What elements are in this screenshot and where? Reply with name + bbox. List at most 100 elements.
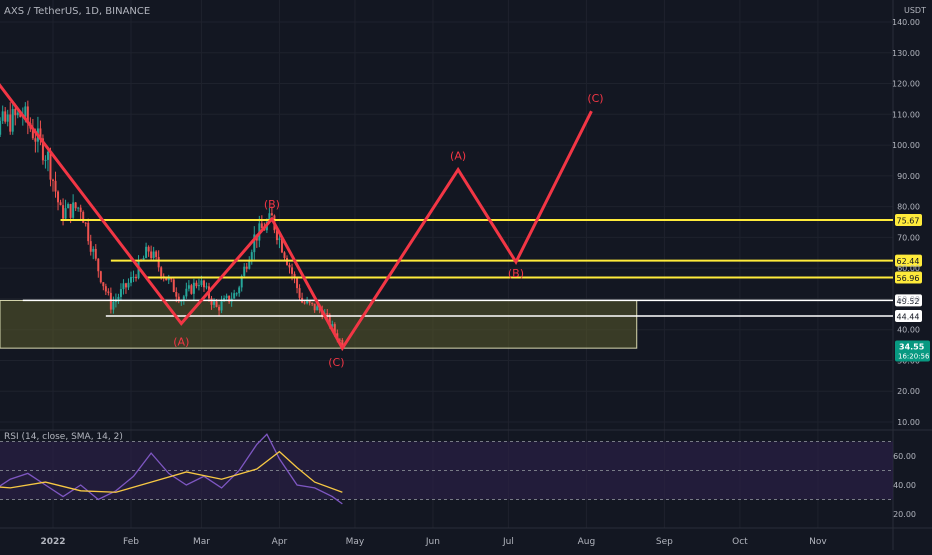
level-tag-75.67 [895, 213, 922, 226]
wave-label: (B) [264, 198, 280, 211]
candle-body [16, 112, 19, 116]
rsi-line [0, 433, 343, 505]
price-tick-label: 120.00 [892, 80, 920, 89]
candle-body [291, 267, 294, 274]
candle-body [49, 151, 52, 180]
candle-body [6, 114, 9, 122]
candle-body [280, 238, 283, 253]
candle-body [52, 179, 54, 181]
candle-body [124, 283, 127, 288]
bar-countdown: 16:20:56 [898, 352, 930, 360]
time-tick-label: Mar [193, 537, 210, 547]
candle-body [97, 258, 100, 272]
wave-projection-line [0, 83, 593, 352]
candle-body [278, 238, 281, 241]
level-tag-49.52 [895, 294, 922, 307]
candle-body [296, 278, 299, 289]
candle-body [228, 295, 231, 302]
time-tick-label: Apr [272, 537, 288, 547]
candle-body [250, 252, 253, 262]
time-tick-label: Jun [425, 537, 440, 547]
candle-body [275, 230, 278, 241]
time-tick-label: Feb [123, 537, 139, 547]
candle-body [39, 128, 42, 139]
candle-body [316, 306, 319, 311]
candle-body [326, 313, 329, 315]
candle-body [172, 279, 175, 293]
candle-body [92, 248, 95, 252]
candle-body [142, 258, 145, 261]
candle-body [260, 223, 263, 229]
candle-body [64, 208, 67, 219]
candle-body [306, 300, 309, 304]
rsi-tick-label: 40.00 [893, 481, 916, 490]
candle-body [225, 295, 228, 299]
candle-body [26, 106, 29, 124]
candle-body [1, 111, 4, 121]
support-zone [0, 299, 638, 349]
wave-label: (C) [587, 92, 603, 105]
price-tick-label: 90.00 [897, 172, 920, 181]
candle-body [223, 298, 226, 302]
rsi-title: RSI (14, close, SMA, 14, 2) [4, 432, 123, 442]
candle-body [313, 303, 316, 311]
wave-layer: (A) (B) (C) (A) (B) (C) [0, 83, 604, 369]
candle-body [89, 241, 92, 252]
price-tick-label: 110.00 [892, 110, 920, 119]
price-tick-label: 130.00 [892, 49, 920, 58]
time-tick-label: May [346, 537, 365, 547]
candle-body [150, 251, 153, 259]
candle-body [109, 292, 112, 310]
candle-body [82, 211, 85, 223]
candle-body [59, 202, 62, 206]
price-tick-label: 80.00 [897, 203, 920, 212]
candle-body [62, 205, 65, 219]
candle-body [253, 234, 256, 253]
candle-body [233, 293, 236, 299]
candle-body [293, 273, 296, 279]
candle-body [117, 296, 120, 300]
rsi-tick-label: 20.00 [893, 510, 916, 519]
candle-body [220, 301, 223, 311]
candle-body [19, 112, 22, 117]
rsi-tick-label: 60.00 [893, 452, 916, 461]
candle-body [67, 204, 70, 209]
level-tag-44.44 [895, 310, 922, 323]
candle-body [107, 291, 110, 293]
rsi-pane [0, 433, 893, 505]
candle-body [127, 282, 130, 288]
wave-label: (B) [508, 267, 524, 280]
candle-body [34, 138, 37, 142]
time-tick-label: 2022 [40, 537, 65, 547]
candle-body [218, 306, 221, 311]
candle-body [248, 261, 251, 269]
candle-body [195, 282, 198, 287]
candle-body [202, 280, 205, 288]
candle-body [79, 207, 82, 212]
candle-body [180, 300, 183, 302]
price-tick-label: 10.00 [897, 418, 920, 427]
candle-body [94, 248, 97, 259]
candle-body [160, 267, 163, 277]
candle-body [331, 324, 334, 327]
candle-body [155, 251, 158, 257]
candle-body [77, 207, 80, 209]
level-tag-text-56.96: 56.96 [897, 274, 920, 283]
time-tick-label: Jul [502, 537, 514, 547]
candle-body [215, 301, 218, 307]
price-tick-label: 140.00 [892, 18, 920, 27]
symbol-label: AXS / TetherUS, 1D, BINANCE [4, 6, 150, 17]
candle-body [175, 292, 178, 297]
zone-layer [0, 299, 638, 349]
candle-body [119, 289, 122, 297]
price-tick-label: 50.00 [897, 295, 920, 304]
candle-body [147, 246, 150, 252]
candle-body [132, 276, 135, 278]
candle-body [170, 278, 173, 280]
candle-body [99, 271, 102, 283]
candle-body [122, 283, 125, 290]
candle-body [165, 277, 168, 281]
candle-body [303, 302, 306, 304]
